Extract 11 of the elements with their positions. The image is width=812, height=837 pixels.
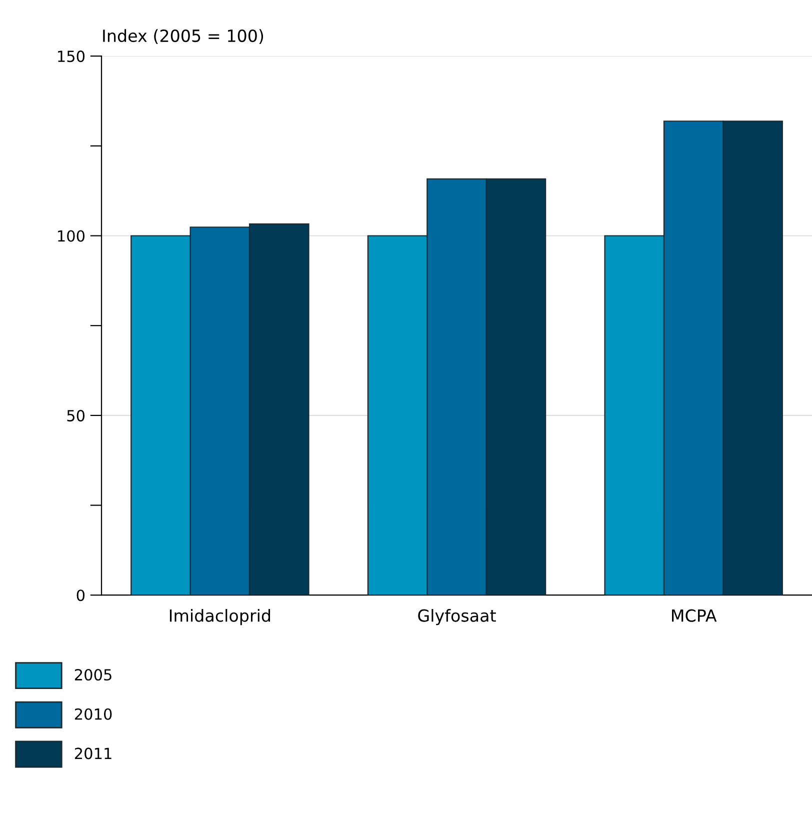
x-tick-label: Glyfosaat (418, 608, 496, 626)
legend-label: 2011 (74, 748, 112, 760)
x-tick-label: MCPA (672, 609, 717, 622)
y-tick-label: 100 (58, 230, 85, 242)
legend-label: 2005 (74, 668, 112, 681)
y-tick-label: 0 (76, 590, 85, 602)
x-tick-label: Imidacloprid (170, 608, 270, 626)
y-tick-label: 150 (58, 50, 85, 62)
y-tick-label: 50 (67, 410, 85, 422)
legend-label: 2010 (74, 708, 112, 720)
y-axis-title: Index (2005 = 100) (103, 29, 264, 44)
